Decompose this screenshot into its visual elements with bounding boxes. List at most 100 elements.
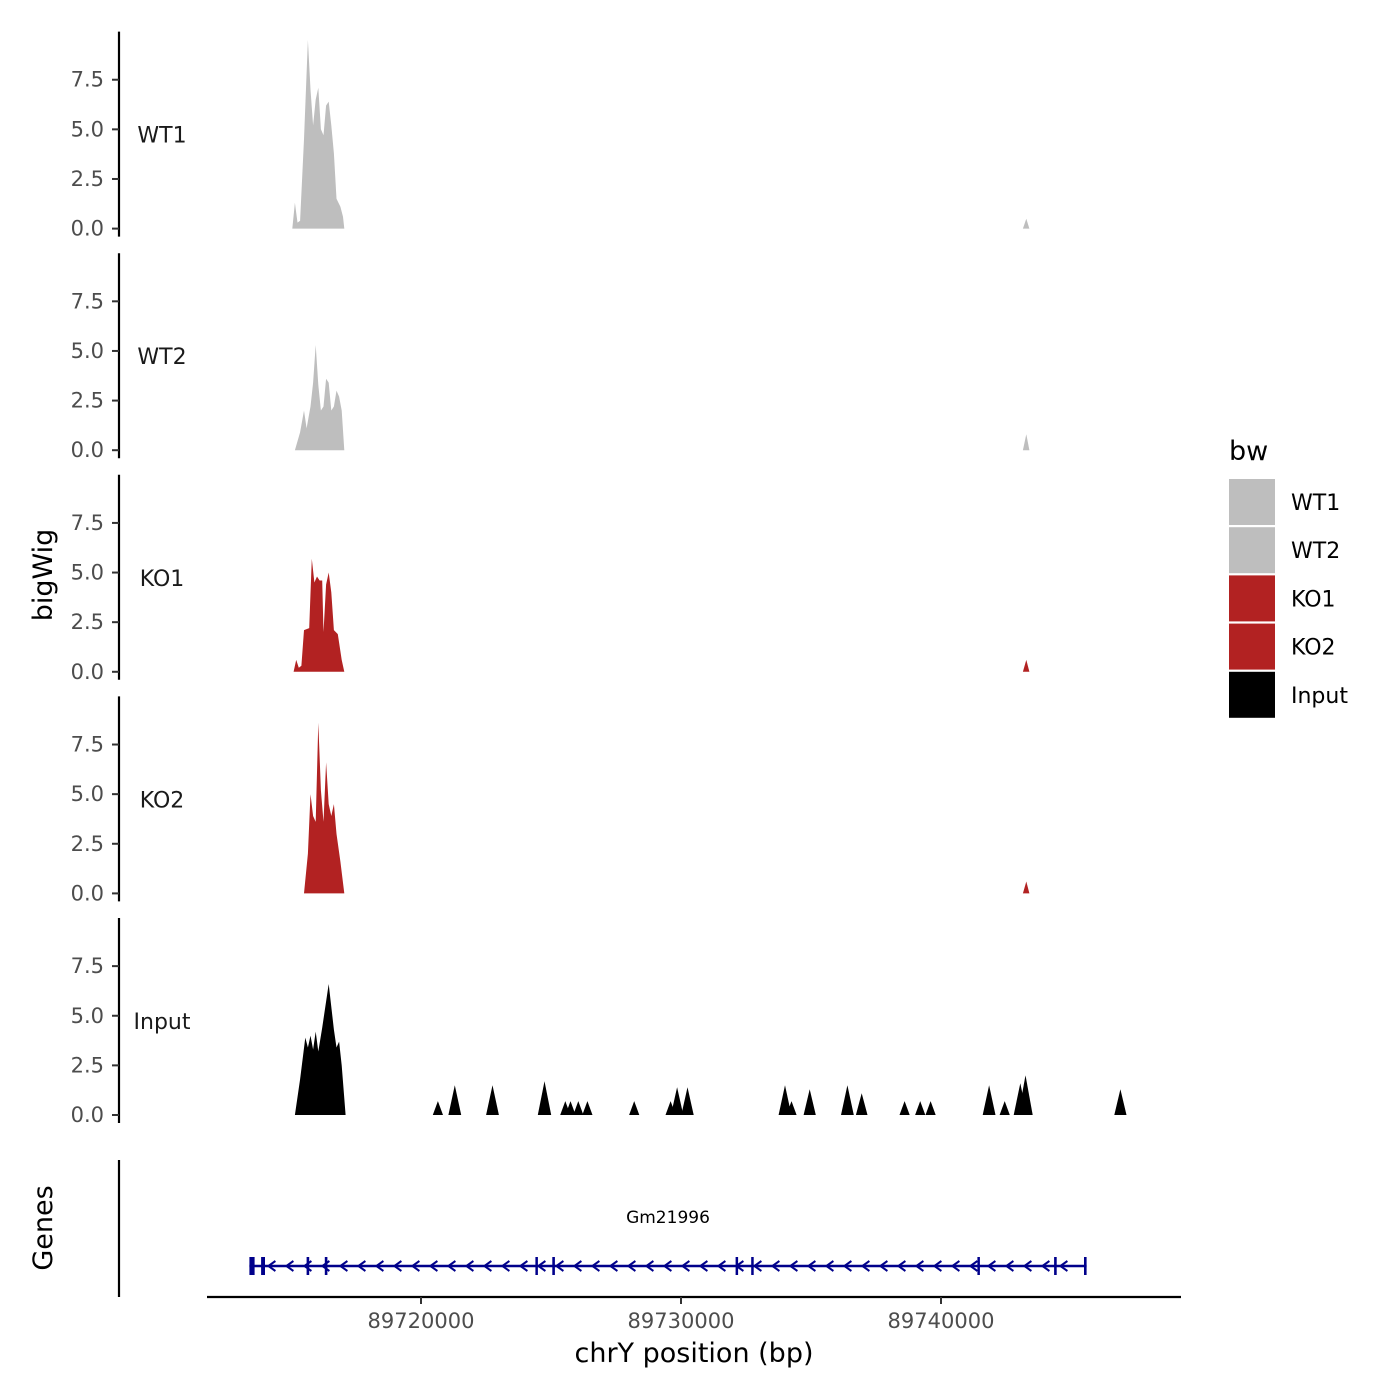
signal-peak xyxy=(778,1085,792,1115)
legend: bw WT1 WT2 KO1 KO2 Input xyxy=(1229,436,1348,718)
y-axis-title: bigWig xyxy=(28,529,59,622)
strand-arrow xyxy=(500,1260,510,1272)
legend-item-ko1: KO1 xyxy=(1229,575,1336,622)
y-tick-label: 7.5 xyxy=(71,954,104,978)
y-tick-label: 2.5 xyxy=(71,389,104,413)
signal-peak xyxy=(786,1101,797,1115)
signal-peak xyxy=(448,1085,462,1115)
exon xyxy=(535,1257,538,1275)
y-tick-label: 0.0 xyxy=(71,217,104,241)
strand-arrow xyxy=(374,1260,384,1272)
exon xyxy=(249,1257,255,1275)
legend-swatch xyxy=(1229,623,1275,670)
y-tick-label: 7.5 xyxy=(71,733,104,757)
strand-arrow xyxy=(788,1260,798,1272)
y-tick-label: 0.0 xyxy=(71,881,104,905)
signal-peak xyxy=(565,1101,576,1115)
gene-label: Gm21996 xyxy=(626,1208,710,1228)
strand-arrow xyxy=(338,1260,348,1272)
y-tick-label: 5.0 xyxy=(71,339,104,363)
y-tick-label: 0.0 xyxy=(71,1103,104,1127)
strand-arrow xyxy=(266,1260,276,1272)
strand-arrow xyxy=(986,1260,996,1272)
y-tick-label: 2.5 xyxy=(71,1053,104,1077)
strand-arrow xyxy=(1004,1260,1014,1272)
strand-arrow xyxy=(518,1260,528,1272)
strand-arrow xyxy=(806,1260,816,1272)
track-label: Input xyxy=(134,1010,191,1035)
genes-panel: Gm21996 xyxy=(117,1160,1087,1297)
strand-arrow xyxy=(392,1260,402,1272)
exon xyxy=(1084,1257,1087,1275)
strand-arrow xyxy=(554,1260,564,1272)
signal-area xyxy=(292,40,345,229)
strand-arrow xyxy=(1058,1260,1068,1272)
strand-arrow xyxy=(824,1260,834,1272)
tracks-layer: 0.0 2.5 5.0 7.5 WT1 0.0 2.5 5.0 7.5 WT2 0.0 2.5 5.0 7… xyxy=(71,31,1127,1127)
legend-label: KO1 xyxy=(1291,587,1336,612)
track-label: KO2 xyxy=(140,788,185,813)
strand-arrow xyxy=(626,1260,636,1272)
strand-arrow xyxy=(914,1260,924,1272)
strand-arrow xyxy=(1022,1260,1032,1272)
genes-axis-title: Genes xyxy=(28,1185,59,1270)
strand-arrow xyxy=(644,1260,654,1272)
strand-arrow xyxy=(932,1260,942,1272)
x-tick-label: 89740000 xyxy=(888,1309,995,1333)
strand-arrow xyxy=(950,1260,960,1272)
strand-arrow xyxy=(572,1260,582,1272)
y-tick-label: 7.5 xyxy=(71,68,104,92)
signal-peak xyxy=(925,1101,936,1115)
strand-arrow xyxy=(1040,1260,1050,1272)
strand-arrow xyxy=(608,1260,618,1272)
strand-arrow xyxy=(842,1260,852,1272)
signal-area xyxy=(293,558,345,672)
legend-item-wt2: WT2 xyxy=(1229,527,1340,574)
signal-peak xyxy=(629,1101,640,1115)
strand-arrow xyxy=(968,1260,978,1272)
exon xyxy=(324,1257,328,1275)
y-tick-label: 7.5 xyxy=(71,289,104,313)
y-tick-label: 5.0 xyxy=(71,117,104,141)
y-tick-label: 5.0 xyxy=(71,782,104,806)
strand-arrow xyxy=(662,1260,672,1272)
gene-gm21996: Gm21996 xyxy=(249,1208,1087,1275)
signal-peak xyxy=(573,1101,584,1115)
y-tick-label: 2.5 xyxy=(71,832,104,856)
track-input: 0.0 2.5 5.0 7.5 Input xyxy=(71,918,1127,1127)
legend-label: Input xyxy=(1291,684,1348,709)
signal-peak xyxy=(841,1085,854,1115)
track-label: KO1 xyxy=(140,567,185,592)
y-tick-label: 2.5 xyxy=(71,610,104,634)
signal-peak xyxy=(899,1101,910,1115)
track-label: WT1 xyxy=(137,124,186,149)
signal-area xyxy=(304,722,345,894)
signal-peak xyxy=(1018,1075,1033,1115)
exon xyxy=(261,1257,265,1275)
strand-arrow xyxy=(446,1260,456,1272)
strand-arrow xyxy=(464,1260,474,1272)
strand-arrow xyxy=(680,1260,690,1272)
strand-arrow xyxy=(536,1260,546,1272)
signal-area xyxy=(1022,881,1030,894)
y-tick-label: 0.0 xyxy=(71,438,104,462)
track-label: WT2 xyxy=(137,345,186,370)
strand-arrow xyxy=(878,1260,888,1272)
y-tick-label: 5.0 xyxy=(71,561,104,585)
track-ko2: 0.0 2.5 5.0 7.5 KO2 xyxy=(71,696,1030,905)
signal-peak xyxy=(486,1085,499,1115)
y-tick-label: 0.0 xyxy=(71,660,104,684)
signal-area xyxy=(1022,659,1030,672)
y-tick-label: 7.5 xyxy=(71,511,104,535)
signal-peak xyxy=(982,1085,996,1115)
signal-peak xyxy=(803,1089,816,1115)
strand-arrow xyxy=(752,1260,762,1272)
strand-arrow xyxy=(590,1260,600,1272)
strand-arrow xyxy=(284,1260,294,1272)
legend-swatch xyxy=(1229,575,1275,622)
signal-peak xyxy=(855,1093,868,1115)
signal-peak xyxy=(432,1101,443,1115)
exon xyxy=(735,1257,739,1275)
track-ko1: 0.0 2.5 5.0 7.5 KO1 xyxy=(71,474,1030,684)
